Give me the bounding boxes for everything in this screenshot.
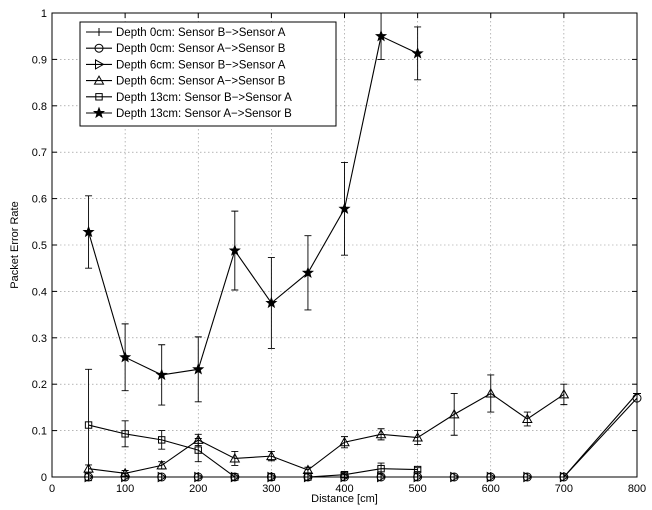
x-tick-label: 200 bbox=[189, 483, 207, 495]
data-point bbox=[377, 464, 385, 473]
error-bar bbox=[450, 393, 458, 436]
legend-label: Depth 6cm: Sensor B−>Sensor A bbox=[116, 59, 286, 71]
data-point bbox=[194, 446, 202, 454]
x-tick-label: 600 bbox=[482, 483, 500, 495]
series-line bbox=[88, 397, 638, 478]
legend-item: Depth 13cm: Sensor B−>Sensor A bbox=[86, 92, 292, 104]
y-tick-label: 0 bbox=[41, 472, 47, 484]
legend-marker bbox=[94, 43, 104, 53]
legend-item: Depth 0cm: Sensor A−>Sensor B bbox=[86, 43, 286, 55]
y-tick-label: 0.8 bbox=[32, 101, 47, 113]
legend-item: Depth 6cm: Sensor B−>Sensor A bbox=[86, 59, 286, 71]
data-point bbox=[266, 450, 277, 461]
y-tick-label: 0.9 bbox=[32, 54, 47, 66]
data-point bbox=[119, 350, 132, 363]
error-bar bbox=[194, 438, 202, 463]
legend-item: Depth 13cm: Sensor A−>Sensor B bbox=[86, 106, 292, 120]
legend-item: Depth 0cm: Sensor B−>Sensor A bbox=[86, 27, 286, 39]
data-point bbox=[339, 436, 350, 447]
legend-item: Depth 6cm: Sensor A−>Sensor B bbox=[86, 75, 286, 88]
x-tick-label: 0 bbox=[49, 483, 55, 495]
legend-marker bbox=[93, 75, 105, 85]
data-point bbox=[228, 244, 241, 256]
x-tick-label: 800 bbox=[628, 483, 646, 495]
series-line bbox=[88, 424, 418, 478]
data-point bbox=[558, 388, 570, 399]
data-point bbox=[375, 428, 387, 439]
legend-items: Depth 0cm: Sensor B−>Sensor A Depth 0cm: … bbox=[86, 27, 292, 120]
data-point bbox=[301, 266, 314, 278]
data-point bbox=[265, 296, 278, 309]
data-point bbox=[375, 29, 388, 42]
legend-marker bbox=[95, 59, 105, 70]
x-tick-label: 300 bbox=[262, 483, 280, 495]
series-1 bbox=[84, 389, 641, 481]
legend-label: Depth 0cm: Sensor B−>Sensor A bbox=[116, 27, 286, 39]
error-bar bbox=[560, 383, 568, 406]
legend-marker bbox=[95, 28, 103, 36]
error-bar bbox=[377, 462, 385, 475]
legend: Depth 0cm: Sensor B−>Sensor A Depth 0cm: … bbox=[79, 21, 337, 127]
series-2 bbox=[84, 393, 642, 482]
x-tick-label: 700 bbox=[555, 483, 573, 495]
legend-marker bbox=[92, 106, 106, 119]
legend-label: Depth 6cm: Sensor A−>Sensor B bbox=[116, 76, 286, 88]
data-point bbox=[340, 470, 349, 479]
data-point bbox=[485, 387, 497, 398]
data-point bbox=[155, 368, 168, 381]
data-point bbox=[82, 225, 95, 238]
data-point bbox=[521, 413, 533, 423]
x-tick-label: 400 bbox=[335, 483, 353, 495]
series-line bbox=[88, 393, 638, 478]
legend-label: Depth 13cm: Sensor A−>Sensor B bbox=[116, 108, 292, 120]
legend-marker bbox=[95, 93, 103, 101]
error-bar bbox=[414, 467, 422, 472]
series-line bbox=[88, 392, 565, 474]
data-point bbox=[448, 408, 460, 419]
legend-label: Depth 0cm: Sensor A−>Sensor B bbox=[116, 43, 286, 55]
y-tick-label: 0.1 bbox=[32, 426, 47, 438]
y-tick-label: 1 bbox=[41, 8, 47, 20]
y-tick-label: 0.3 bbox=[32, 333, 47, 345]
x-tick-label: 500 bbox=[408, 483, 426, 495]
data-point bbox=[338, 202, 351, 214]
legend-box bbox=[79, 21, 337, 127]
error-bar bbox=[487, 374, 495, 413]
data-point bbox=[412, 432, 423, 442]
error-bar bbox=[121, 420, 129, 448]
y-tick-label: 0.2 bbox=[32, 379, 47, 391]
data-point bbox=[156, 459, 168, 470]
legend-label: Depth 13cm: Sensor B−>Sensor A bbox=[116, 92, 292, 104]
y-tick-label: 0.6 bbox=[32, 194, 47, 206]
y-tick-label: 0.7 bbox=[32, 147, 47, 159]
y-tick-label: 0.5 bbox=[32, 240, 47, 252]
data-point bbox=[229, 452, 241, 463]
series-4 bbox=[83, 374, 570, 478]
data-point bbox=[121, 430, 129, 438]
error-bar bbox=[304, 466, 312, 474]
data-point bbox=[84, 421, 93, 429]
series-5 bbox=[84, 368, 422, 482]
x-axis-label: Distance [cm] bbox=[311, 493, 378, 505]
error-bar bbox=[85, 368, 93, 482]
series-line bbox=[88, 35, 418, 376]
data-point bbox=[411, 47, 424, 59]
x-tick-label: 100 bbox=[116, 483, 134, 495]
error-bar bbox=[158, 430, 166, 450]
y-axis-label: Packet Error Rate bbox=[9, 201, 21, 288]
data-point bbox=[192, 362, 205, 375]
y-tick-label: 0.4 bbox=[32, 286, 47, 298]
data-point bbox=[157, 436, 166, 444]
axis-ticks: 0 100 200 300 400 500 600 700 800 0 0.1 0.2 0.3 0.4 0.… bbox=[32, 8, 646, 495]
